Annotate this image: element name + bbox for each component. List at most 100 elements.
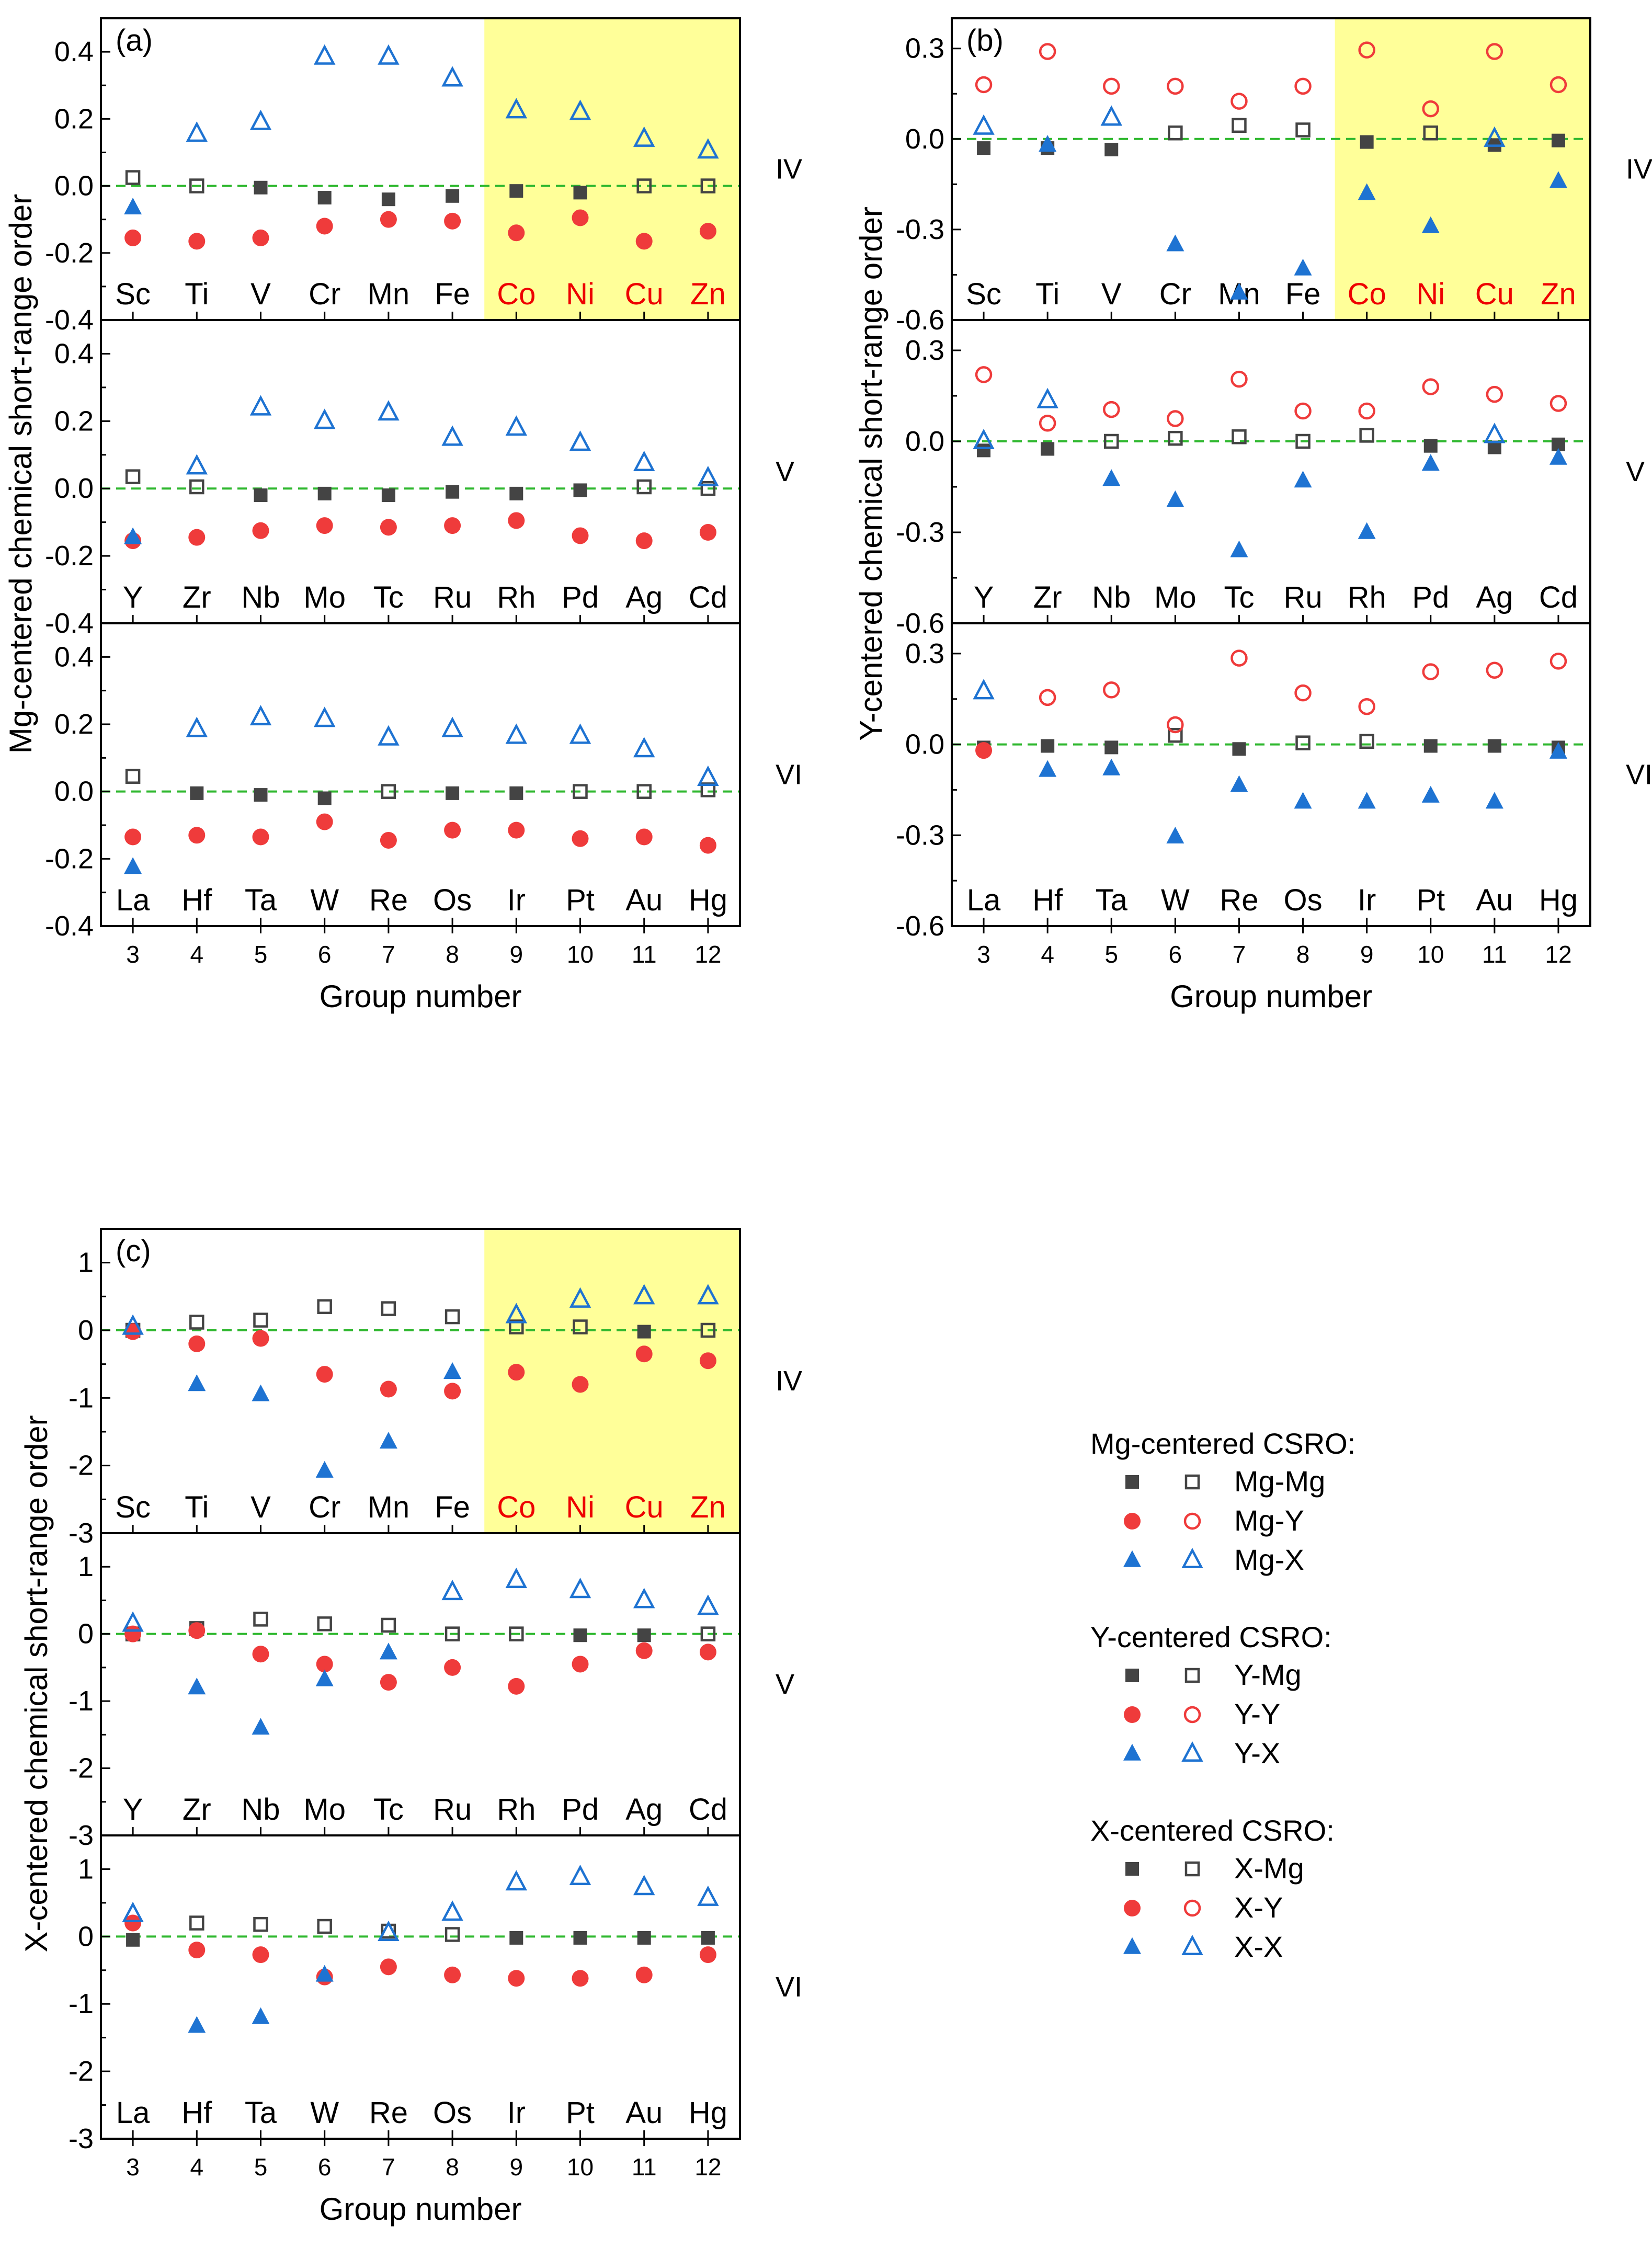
legend-marker-open [1181, 1935, 1203, 1956]
data-point [445, 1626, 460, 1641]
data-point [508, 1364, 525, 1381]
data-point [1359, 428, 1374, 443]
x-tick-label: 10 [1417, 941, 1444, 968]
data-point [1231, 93, 1248, 110]
data-point [1422, 663, 1439, 680]
data-point [1295, 122, 1311, 138]
panel-a: -0.4 -0.2 0.0 0.2 0.4 Sc Ti V Cr Mn Fe Co Ni Cu Zn IV -0… [3, 17, 802, 1014]
element-label: Mn [368, 277, 410, 311]
element-label: La [116, 2096, 150, 2130]
data-point [633, 1588, 655, 1608]
data-point [697, 765, 719, 786]
legend-marker-open [1184, 1861, 1200, 1877]
row-frame [100, 622, 741, 927]
y-tick-label: 0.0 [905, 426, 944, 457]
data-point [254, 180, 268, 195]
element-label: Rh [1348, 580, 1386, 614]
data-point [189, 1915, 204, 1931]
x-tick-label: 4 [1041, 941, 1054, 968]
legend-item-label: Y-Y [1234, 1697, 1280, 1730]
element-label: Fe [435, 1490, 470, 1524]
period-label: VI [1626, 759, 1652, 791]
element-label: Ta [245, 2096, 277, 2130]
period-label: V [1626, 456, 1645, 487]
data-point [313, 706, 336, 727]
data-point [252, 229, 269, 246]
series-mg-y [124, 209, 716, 250]
data-point [316, 1366, 333, 1383]
x-axis-label: Group number [320, 2192, 522, 2227]
series-mg-y [124, 813, 716, 854]
y-tick-label: -0.4 [45, 910, 94, 942]
period-label: IV [1626, 154, 1652, 185]
data-point [441, 1580, 463, 1601]
data-point [254, 788, 268, 802]
data-point [633, 737, 655, 758]
element-label: Sc [115, 277, 151, 311]
data-point [699, 837, 716, 854]
element-label: Hg [689, 2096, 727, 2130]
data-point [508, 512, 525, 529]
element-label: Co [497, 277, 536, 311]
data-point [317, 791, 332, 805]
data-point [125, 769, 141, 784]
element-label: Re [369, 2096, 408, 2130]
element-label: Sc [115, 1490, 151, 1524]
data-point [572, 830, 589, 847]
data-point [122, 1314, 144, 1335]
data-point [252, 1330, 269, 1347]
row-v: -0.4 -0.2 0.0 0.2 0.4 Y Zr Nb Mo Tc Ru Rh Pd Ag Cd [45, 319, 741, 639]
data-point [1551, 133, 1565, 147]
data-point [569, 723, 591, 744]
data-point [1549, 741, 1567, 759]
element-label: Ir [507, 883, 526, 917]
data-point [1168, 727, 1183, 743]
data-point [505, 1567, 528, 1588]
data-point [317, 1616, 332, 1631]
element-label: Os [433, 2096, 472, 2130]
series-mg-mg [125, 170, 716, 207]
y-tick-label: 0.2 [54, 103, 94, 134]
x-tick-label: 9 [510, 941, 523, 968]
element-label: Ag [1476, 580, 1513, 614]
data-point [1423, 439, 1438, 453]
row-v: -3 -2 -1 0 1 Y Zr Nb Mo Tc Ru Rh Pd Ag Cd [69, 1532, 741, 1851]
series-mg-x [124, 705, 719, 874]
element-label: W [310, 2096, 339, 2130]
y-tick-label: 0.2 [54, 405, 94, 437]
data-point [973, 429, 995, 450]
data-point [444, 1966, 461, 1983]
series-mg-x [124, 395, 719, 544]
legend-marker-open [1183, 1512, 1201, 1530]
data-point [573, 1628, 587, 1642]
element-label: Os [433, 883, 472, 917]
legend-group-title: Mg-centered CSRO: [1090, 1427, 1355, 1460]
series-y-mg [977, 727, 1565, 756]
data-point [1168, 430, 1183, 446]
y-tick-label: -0.4 [45, 304, 94, 336]
y-tick-label: 0.3 [905, 638, 944, 669]
x-tick-label: 6 [318, 941, 332, 968]
data-point [124, 229, 142, 246]
element-label: Cu [625, 277, 664, 311]
data-point [635, 1966, 653, 1983]
element-label: Mo [303, 580, 346, 614]
data-point [188, 2016, 206, 2033]
legend-item-label: Y-Mg [1234, 1658, 1302, 1691]
data-point [1422, 100, 1439, 118]
element-label: Ag [625, 1793, 663, 1827]
data-point [249, 705, 272, 726]
data-point [635, 233, 653, 250]
legend-item-label: X-X [1234, 1930, 1283, 1963]
x-tick-label: 11 [1482, 941, 1507, 968]
data-point [186, 454, 208, 475]
data-point [1039, 135, 1057, 152]
y-tick-label: 1 [78, 1551, 94, 1582]
element-label: Tc [373, 1793, 404, 1827]
data-point [441, 66, 463, 87]
data-point [1294, 684, 1312, 702]
element-label: W [1161, 883, 1190, 917]
x-tick-label: 5 [254, 941, 268, 968]
